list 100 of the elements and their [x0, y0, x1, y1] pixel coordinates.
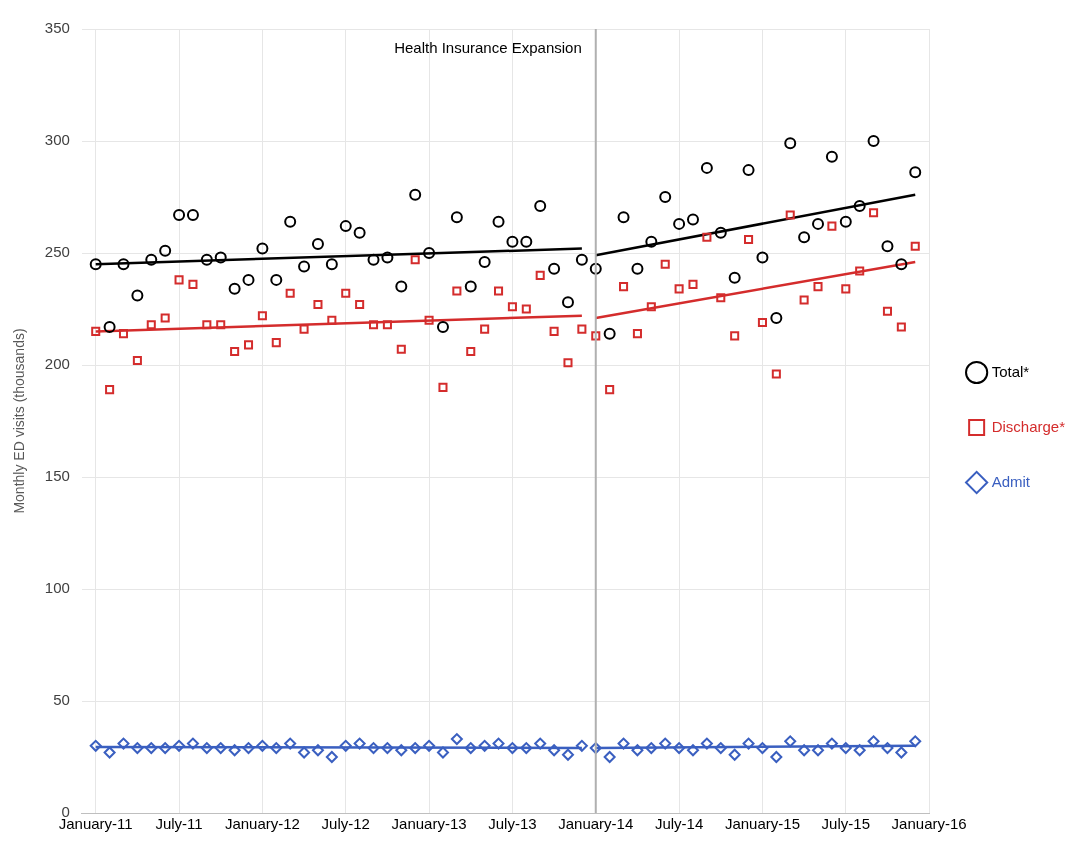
point: [450, 211, 463, 224]
point: [798, 744, 811, 757]
x-tick-label: July-11: [155, 815, 203, 833]
point: [534, 737, 547, 750]
point: [645, 235, 658, 248]
point: [173, 208, 186, 221]
point: [270, 742, 283, 755]
point: [631, 744, 644, 757]
point: [548, 262, 561, 275]
point: [409, 742, 422, 755]
point: [853, 199, 866, 212]
point: [728, 748, 741, 761]
point: [299, 324, 309, 334]
point: [284, 737, 297, 750]
point: [423, 739, 436, 752]
point: [561, 748, 574, 761]
point: [160, 313, 170, 323]
point: [798, 231, 811, 244]
y-tick-label: 300: [44, 131, 70, 149]
point: [867, 735, 880, 748]
point: [506, 742, 519, 755]
point: [256, 739, 269, 752]
point: [632, 329, 642, 339]
point: [492, 737, 505, 750]
point: [200, 253, 213, 266]
point: [646, 302, 656, 312]
point: [341, 288, 351, 298]
point: [436, 320, 449, 333]
point: [464, 742, 477, 755]
x-tick-label: January-12: [224, 815, 300, 833]
point: [589, 262, 602, 275]
point: [617, 211, 630, 224]
point: [131, 289, 144, 302]
point: [480, 324, 490, 334]
point: [311, 238, 324, 251]
point: [242, 273, 255, 286]
point: [577, 324, 587, 334]
y-tick-label: 100: [44, 579, 70, 597]
point: [368, 320, 379, 330]
legend-label: Total*: [991, 362, 1030, 380]
point: [785, 210, 795, 220]
point: [186, 208, 199, 221]
point: [452, 286, 462, 296]
point: [313, 299, 323, 310]
y-tick-label: 150: [44, 467, 70, 485]
point: [742, 737, 755, 750]
point: [673, 742, 686, 755]
point: [687, 744, 699, 757]
point: [825, 737, 838, 750]
point: [105, 385, 115, 395]
point: [410, 255, 420, 265]
point: [423, 247, 436, 259]
point: [257, 311, 267, 321]
y-axis-title: Monthly ED visits (thousands): [11, 328, 28, 514]
point: [506, 235, 519, 248]
y-tick-label: 200: [44, 355, 70, 373]
point: [117, 737, 130, 750]
point: [117, 258, 130, 271]
x-tick-label: January-16: [891, 815, 967, 833]
point: [478, 255, 491, 268]
point: [325, 258, 338, 271]
point: [909, 735, 922, 748]
y-tick-label: 250: [44, 243, 70, 261]
point: [535, 270, 545, 280]
ref-line-label: Health Insurance Expansion: [394, 38, 582, 56]
point: [202, 320, 212, 330]
point: [230, 347, 240, 357]
point: [910, 241, 920, 251]
point: [839, 742, 852, 755]
point: [131, 742, 144, 755]
point: [645, 742, 658, 755]
point: [146, 320, 156, 330]
point: [619, 282, 629, 292]
point: [396, 344, 406, 354]
point: [575, 739, 588, 752]
legend-label: Discharge*: [991, 417, 1066, 435]
point: [507, 302, 517, 312]
point: [186, 737, 199, 750]
point: [673, 217, 686, 230]
point: [173, 739, 186, 752]
point: [853, 744, 866, 757]
point: [395, 744, 408, 757]
point: [591, 331, 601, 341]
point: [381, 251, 394, 264]
point: [784, 735, 797, 748]
point: [256, 242, 269, 255]
point: [492, 215, 505, 228]
point: [200, 742, 213, 755]
point: [549, 326, 559, 336]
x-tick-label: July-12: [321, 815, 370, 833]
point: [827, 221, 837, 231]
point: [700, 737, 713, 750]
point: [770, 311, 783, 324]
point: [214, 251, 227, 264]
point: [825, 150, 838, 163]
point: [563, 358, 573, 368]
point: [91, 326, 101, 336]
point: [159, 244, 172, 257]
point: [660, 259, 670, 269]
point: [188, 279, 198, 289]
